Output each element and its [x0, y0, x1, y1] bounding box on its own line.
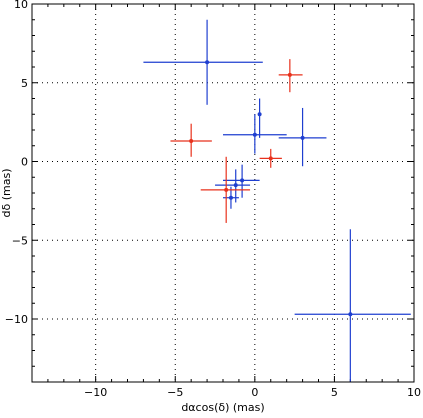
plot-frame — [31, 3, 415, 383]
y-axis-label: dδ (mas) — [0, 169, 13, 218]
data-point — [287, 72, 292, 77]
y-tick-label: 5 — [21, 77, 28, 90]
data-point — [240, 178, 245, 183]
x-tick-label: −5 — [167, 386, 183, 399]
data-point — [224, 187, 229, 192]
y-tick-label: −10 — [5, 313, 28, 326]
y-tick-label: −5 — [12, 234, 28, 247]
data-point — [348, 312, 353, 317]
series-0 — [143, 19, 411, 382]
data-point — [189, 139, 194, 144]
y-tick-label: 10 — [14, 0, 28, 11]
x-tick-label: −10 — [84, 386, 107, 399]
y-axis-ticks: −10 −5 0 5 10 — [5, 0, 414, 383]
data-point — [300, 135, 305, 140]
x-axis-label: dαcos(δ) (mas) — [181, 401, 264, 414]
series-1 — [170, 59, 303, 223]
x-tick-label: 0 — [251, 386, 258, 399]
grid-lines — [32, 4, 414, 382]
data-point — [257, 112, 262, 117]
x-axis-ticks: −10 −5 0 5 10 — [31, 4, 421, 399]
data-point — [268, 156, 273, 161]
data-series — [143, 19, 411, 382]
data-point — [228, 195, 233, 200]
y-tick-label: 0 — [21, 156, 28, 169]
x-tick-label: 10 — [407, 386, 421, 399]
data-point — [252, 132, 257, 137]
data-point — [205, 60, 210, 65]
data-point — [233, 183, 238, 188]
x-tick-label: 5 — [331, 386, 338, 399]
